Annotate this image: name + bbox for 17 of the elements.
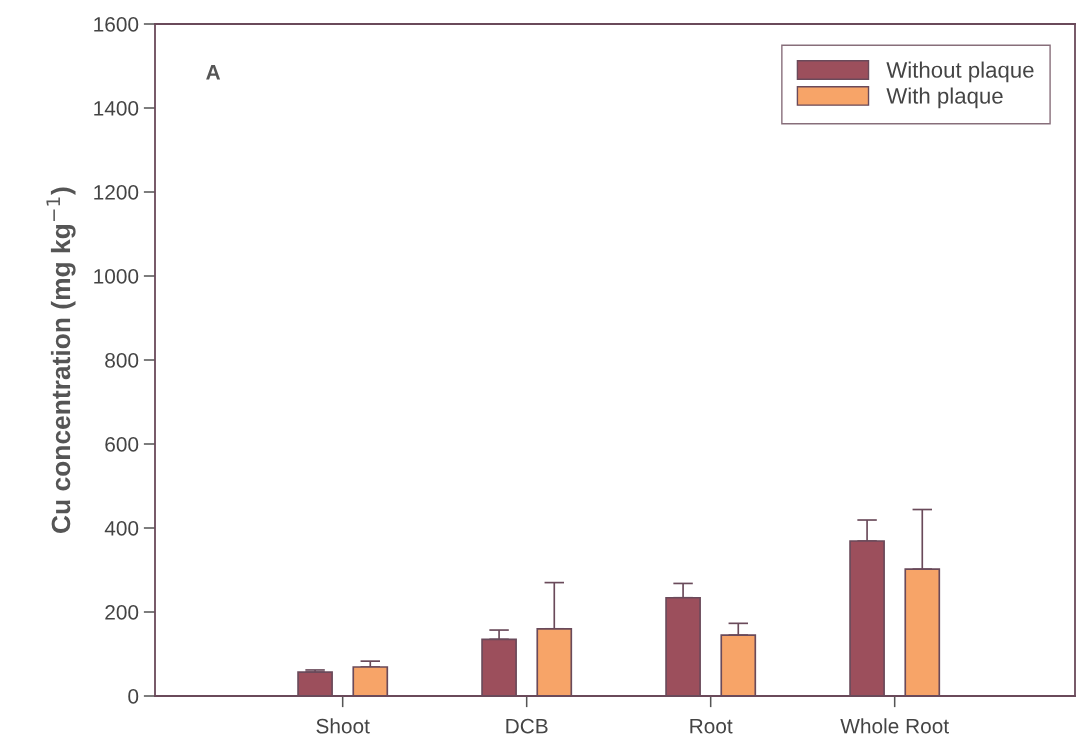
y-tick-label: 200 [105, 605, 139, 620]
y-axis-title: Cu concentration (mg kg$^{−1}$) [46, 187, 76, 533]
x-tick-label: Shoot [316, 718, 370, 734]
y-tick-label: 1200 [94, 185, 139, 200]
y-tick-label: 800 [105, 353, 139, 368]
annotation: A [206, 65, 221, 80]
y-tick-label: 0 [128, 689, 139, 704]
legend-label: Without plaque [886, 61, 1034, 83]
y-tick-label: 600 [105, 437, 139, 452]
y-tick-label: 1000 [94, 269, 139, 284]
x-tick-label: Root [690, 718, 733, 734]
x-tick-label: Whole Root [840, 718, 949, 734]
y-tick-label: 1600 [94, 17, 139, 32]
y-tick-label: 400 [104, 521, 139, 536]
legend-label: With plaque [886, 87, 1003, 109]
y-tick-label: 1400 [94, 101, 139, 116]
x-tick-label: DCB [506, 718, 548, 734]
